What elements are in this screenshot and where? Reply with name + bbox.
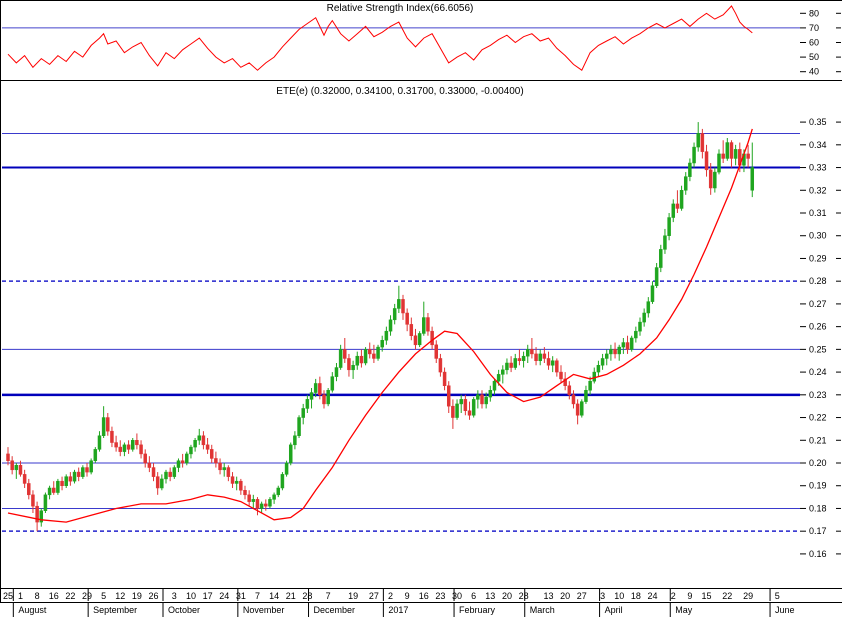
svg-text:0.25: 0.25	[809, 344, 827, 354]
svg-text:20: 20	[560, 591, 570, 601]
svg-text:15: 15	[702, 591, 712, 601]
svg-text:12: 12	[115, 591, 125, 601]
svg-text:28: 28	[519, 591, 529, 601]
svg-text:22: 22	[722, 591, 732, 601]
svg-text:26: 26	[149, 591, 159, 601]
svg-text:24: 24	[647, 591, 657, 601]
svg-text:40: 40	[809, 67, 819, 77]
svg-text:30: 30	[452, 591, 462, 601]
svg-text:10: 10	[614, 591, 624, 601]
svg-text:7: 7	[255, 591, 260, 601]
svg-text:December: December	[314, 605, 356, 615]
svg-text:0.35: 0.35	[809, 117, 827, 127]
svg-text:28: 28	[302, 591, 312, 601]
svg-text:3: 3	[600, 591, 605, 601]
svg-text:18: 18	[631, 591, 641, 601]
svg-text:13: 13	[544, 591, 554, 601]
svg-text:0.22: 0.22	[809, 413, 827, 423]
svg-text:21: 21	[286, 591, 296, 601]
svg-text:27: 27	[369, 591, 379, 601]
svg-text:5: 5	[101, 591, 106, 601]
svg-text:0.28: 0.28	[809, 276, 827, 286]
svg-text:23: 23	[435, 591, 445, 601]
svg-text:0.26: 0.26	[809, 322, 827, 332]
svg-text:25: 25	[3, 591, 13, 601]
svg-text:9: 9	[405, 591, 410, 601]
svg-text:17: 17	[203, 591, 213, 601]
svg-text:June: June	[775, 605, 795, 615]
svg-text:3: 3	[172, 591, 177, 601]
svg-text:2: 2	[388, 591, 393, 601]
svg-text:0.31: 0.31	[809, 208, 827, 218]
svg-text:60: 60	[809, 38, 819, 48]
svg-text:19: 19	[132, 591, 142, 601]
svg-text:1: 1	[18, 591, 23, 601]
svg-text:29: 29	[82, 591, 92, 601]
svg-text:6: 6	[471, 591, 476, 601]
svg-text:16: 16	[419, 591, 429, 601]
svg-text:March: March	[530, 605, 555, 615]
svg-text:9: 9	[687, 591, 692, 601]
svg-text:0.18: 0.18	[809, 503, 827, 513]
svg-text:0.27: 0.27	[809, 299, 827, 309]
svg-text:7: 7	[326, 591, 331, 601]
svg-text:14: 14	[269, 591, 279, 601]
svg-text:5: 5	[775, 591, 780, 601]
svg-text:2: 2	[671, 591, 676, 601]
svg-text:8: 8	[35, 591, 40, 601]
svg-text:0.19: 0.19	[809, 481, 827, 491]
svg-text:50: 50	[809, 52, 819, 62]
svg-text:2017: 2017	[388, 605, 408, 615]
svg-text:May: May	[675, 605, 693, 615]
svg-text:November: November	[243, 605, 285, 615]
svg-text:10: 10	[186, 591, 196, 601]
svg-text:22: 22	[65, 591, 75, 601]
svg-text:0.32: 0.32	[809, 185, 827, 195]
svg-text:0.29: 0.29	[809, 253, 827, 263]
svg-text:September: September	[93, 605, 137, 615]
svg-text:0.34: 0.34	[809, 140, 827, 150]
svg-text:70: 70	[809, 23, 819, 33]
svg-text:0.30: 0.30	[809, 231, 827, 241]
svg-text:October: October	[168, 605, 200, 615]
svg-text:0.16: 0.16	[809, 549, 827, 559]
svg-text:80: 80	[809, 8, 819, 18]
svg-text:16: 16	[49, 591, 59, 601]
svg-text:0.20: 0.20	[809, 458, 827, 468]
svg-text:0.33: 0.33	[809, 163, 827, 173]
svg-text:0.23: 0.23	[809, 390, 827, 400]
svg-text:19: 19	[348, 591, 358, 601]
svg-text:13: 13	[485, 591, 495, 601]
svg-text:April: April	[605, 605, 623, 615]
svg-text:27: 27	[577, 591, 587, 601]
svg-text:August: August	[18, 605, 47, 615]
svg-text:0.24: 0.24	[809, 367, 827, 377]
svg-text:0.17: 0.17	[809, 526, 827, 536]
svg-text:29: 29	[743, 591, 753, 601]
svg-text:0.21: 0.21	[809, 435, 827, 445]
svg-text:February: February	[459, 605, 496, 615]
svg-text:31: 31	[236, 591, 246, 601]
svg-text:20: 20	[502, 591, 512, 601]
svg-text:24: 24	[219, 591, 229, 601]
